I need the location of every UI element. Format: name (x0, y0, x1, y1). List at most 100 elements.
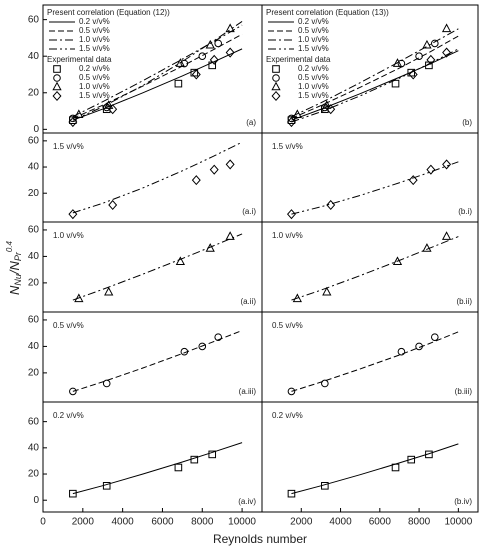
legend-label: 1.5 v/v% (79, 91, 110, 100)
marker (68, 209, 78, 220)
x-tick-label: 8000 (191, 517, 214, 528)
correlation-line (72, 24, 243, 117)
panel-note: 1.0 v/v% (272, 231, 303, 240)
marker (104, 286, 114, 296)
x-tick-label: 8000 (408, 517, 431, 528)
legend-label: 1.0 v/v% (298, 82, 329, 91)
marker (287, 387, 296, 396)
panel-label: (b.i) (458, 207, 472, 216)
marker (322, 100, 332, 109)
correlation-line (72, 141, 243, 214)
correlation-line (291, 236, 459, 301)
panel-label: (b.ii) (456, 297, 472, 306)
marker (205, 243, 215, 252)
marker (426, 54, 436, 65)
marker (191, 175, 201, 186)
legend-label: 1.5 v/v% (79, 44, 110, 53)
y-tick-label: 60 (28, 416, 40, 427)
marker (292, 109, 302, 119)
marker (286, 116, 296, 128)
marker (108, 104, 118, 115)
marker (190, 455, 199, 464)
correlation-line (72, 21, 243, 121)
legend-label: 0.5 v/v% (298, 26, 329, 35)
marker (209, 164, 219, 175)
y-tick-label: 40 (28, 251, 40, 262)
panel-label: (b) (462, 118, 472, 127)
marker (180, 347, 189, 356)
marker (415, 342, 423, 351)
y-label-part: /N (7, 260, 22, 275)
marker (209, 54, 219, 65)
marker (397, 347, 406, 356)
legend-label: 0.2 v/v% (79, 64, 110, 73)
x-tick-label: 10000 (228, 517, 256, 528)
legend-marker (52, 81, 62, 91)
panel-note: 0.5 v/v% (272, 321, 303, 330)
y-label-part: Pr (13, 251, 23, 261)
legend-title: Present correlation (Equation (13)) (266, 8, 389, 17)
marker (287, 114, 296, 123)
marker (422, 243, 432, 252)
legend-title: Experimental data (47, 55, 112, 64)
y-tick-label: 0 (33, 124, 39, 135)
marker (415, 52, 423, 61)
marker (407, 455, 416, 464)
marker (175, 58, 186, 67)
panel-label: (b.iv) (454, 497, 472, 506)
y-tick-label: 0 (33, 495, 39, 506)
legend-label: 0.2 v/v% (79, 17, 110, 26)
x-tick-label: 10000 (444, 517, 472, 528)
marker (68, 116, 78, 128)
y-tick-label: 60 (28, 135, 40, 146)
marker (225, 231, 235, 240)
y-tick-label: 20 (28, 278, 40, 289)
panel-label: (a.iv) (238, 497, 256, 506)
x-tick-label: 0 (40, 517, 46, 528)
y-label-part: 0.4 (5, 240, 14, 252)
correlation-line (291, 331, 459, 392)
y-tick-label: 60 (28, 315, 40, 326)
panel-note: 1.5 v/v% (272, 142, 303, 151)
correlation-line (291, 50, 459, 121)
panel-note: 1.5 v/v% (53, 142, 84, 151)
marker (408, 175, 418, 186)
marker (292, 293, 302, 303)
x-tick-label: 2000 (72, 517, 95, 528)
marker (431, 39, 439, 48)
marker (408, 69, 418, 80)
marker (425, 450, 433, 459)
correlation-line (291, 28, 459, 117)
marker (426, 164, 436, 175)
marker (441, 231, 452, 240)
correlation-line (291, 443, 459, 495)
correlation-line (72, 233, 243, 301)
legend-marker (53, 74, 61, 82)
marker (286, 209, 296, 220)
legend-label: 1.0 v/v% (298, 35, 329, 44)
legend-marker (271, 81, 281, 91)
marker (198, 52, 207, 61)
marker (175, 256, 186, 266)
marker (441, 23, 452, 33)
legend-title: Experimental data (266, 55, 331, 64)
y-tick-label: 40 (28, 51, 40, 62)
marker (225, 47, 235, 58)
marker (102, 482, 111, 490)
legend-label: 1.5 v/v% (298, 44, 329, 53)
panel-note: 1.0 v/v% (53, 231, 84, 240)
x-tick-label: 4000 (329, 517, 352, 528)
marker (214, 39, 222, 48)
y-tick-label: 60 (28, 14, 40, 25)
marker (74, 293, 84, 303)
marker (391, 79, 400, 88)
marker (322, 286, 332, 296)
legend-label: 1.0 v/v% (79, 35, 110, 44)
panel-note: 0.2 v/v% (53, 411, 84, 420)
y-tick-label: 60 (28, 225, 40, 236)
legend-marker (272, 65, 280, 73)
marker (104, 100, 114, 109)
legend-marker (271, 90, 281, 102)
legend-marker (53, 65, 61, 73)
